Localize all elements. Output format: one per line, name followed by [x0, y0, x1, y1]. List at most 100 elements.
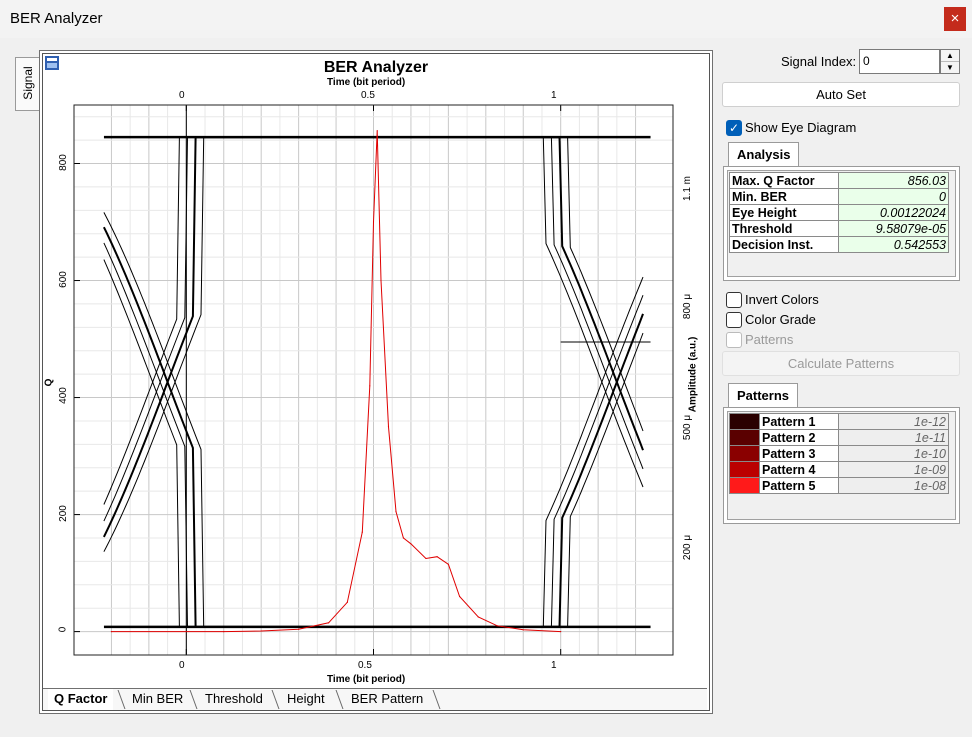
y-right-tick-500u: 500 μ	[682, 414, 694, 441]
table-row: Pattern 5 1e-08	[729, 477, 949, 494]
q-factor-point	[372, 221, 375, 223]
y-left-tick-600: 600	[57, 271, 69, 288]
analysis-name: Eye Height	[729, 204, 839, 221]
tab-separator	[117, 690, 126, 709]
table-row: Pattern 2 1e-11	[729, 429, 949, 446]
table-row: Pattern 1 1e-12	[729, 413, 949, 430]
y-right-tick-800u: 800 μ	[682, 293, 694, 320]
x-axis-top-title: Time (bit period)	[327, 77, 406, 88]
q-factor-point	[425, 557, 427, 560]
x-bottom-tick-05: 0.5	[358, 660, 372, 671]
color-grade-checkbox[interactable]	[726, 312, 742, 328]
table-row: Pattern 4 1e-09	[729, 461, 949, 478]
pattern-value: 1e-12	[838, 413, 949, 430]
patterns-checkbox[interactable]	[726, 332, 742, 348]
q-factor-point	[477, 616, 479, 618]
analysis-name: Threshold	[729, 220, 839, 237]
tab-signal[interactable]: Signal	[15, 57, 39, 111]
signal-index-input[interactable]: 0	[859, 49, 940, 74]
signal-index-spinner[interactable]: ▲ ▼	[940, 49, 960, 74]
invert-colors-label[interactable]: Invert Colors	[745, 292, 819, 307]
show-eye-diagram-label[interactable]: Show Eye Diagram	[745, 120, 857, 135]
q-factor-point	[110, 630, 113, 633]
x-top-tick-05: 0.5	[361, 90, 375, 101]
q-factor-point	[447, 563, 449, 565]
tab-separator	[432, 690, 441, 709]
invert-colors-checkbox[interactable]	[726, 292, 742, 308]
q-factor-point	[380, 279, 382, 282]
tab-height[interactable]: Height	[287, 691, 325, 706]
show-eye-diagram-checkbox[interactable]: ✓	[726, 120, 742, 136]
tab-patterns[interactable]: Patterns	[728, 383, 799, 407]
patterns-well: Pattern 1 1e-12 Pattern 2 1e-11 Pattern …	[727, 411, 956, 520]
tab-q-factor[interactable]: Q Factor	[48, 689, 114, 710]
y-left-tick-0: 0	[57, 626, 69, 633]
window-title: BER Analyzer	[10, 10, 103, 27]
tab-separator	[271, 690, 280, 709]
eye-traces	[102, 135, 651, 629]
tab-analysis[interactable]: Analysis	[728, 142, 800, 166]
pattern-name: Pattern 2	[759, 429, 839, 446]
analysis-table: Max. Q Factor 856.03 Min. BER 0 Eye Heig…	[729, 172, 949, 253]
pattern-color-swatch	[729, 429, 760, 446]
tab-threshold[interactable]: Threshold	[205, 691, 263, 706]
x-bottom-tick-0: 0	[179, 660, 185, 671]
analysis-name: Min. BER	[729, 188, 839, 205]
table-row: Threshold 9.58079e-05	[729, 220, 949, 237]
auto-set-button[interactable]: Auto Set	[722, 82, 960, 107]
pattern-value: 1e-10	[838, 445, 949, 462]
pattern-name: Pattern 5	[759, 477, 839, 494]
analysis-value: 0	[838, 188, 949, 205]
plot-inner-border	[42, 53, 710, 711]
window-titlebar: BER Analyzer ×	[0, 0, 972, 38]
analysis-name: Max. Q Factor	[729, 172, 839, 189]
plot-area-border	[73, 104, 674, 656]
analysis-value: 0.542553	[838, 236, 949, 253]
q-factor-point	[436, 556, 438, 558]
spin-up-icon[interactable]: ▲	[941, 50, 959, 62]
table-row: Max. Q Factor 856.03	[729, 172, 949, 189]
plot-window-icon[interactable]	[44, 55, 60, 71]
patterns-table: Pattern 1 1e-12 Pattern 2 1e-11 Pattern …	[729, 413, 949, 494]
calculate-patterns-button[interactable]: Calculate Patterns	[722, 351, 960, 376]
q-factor-point	[522, 629, 524, 631]
y-right-axis-title: Amplitude (a.u.)	[687, 336, 699, 413]
pattern-color-swatch	[729, 445, 760, 462]
color-grade-label[interactable]: Color Grade	[745, 312, 816, 327]
table-row: Eye Height 0.00122024	[729, 204, 949, 221]
analysis-value: 9.58079e-05	[838, 220, 949, 237]
q-factor-point	[376, 130, 378, 132]
signal-index-label: Signal Index:	[781, 54, 857, 69]
q-factor-point	[402, 537, 405, 539]
pattern-value: 1e-09	[838, 461, 949, 478]
x-top-tick-0: 0	[179, 90, 185, 101]
q-factor-point	[223, 630, 225, 633]
tab-signal-label: Signal	[21, 66, 35, 100]
tab-ber-pattern[interactable]: BER Pattern	[351, 691, 424, 706]
analysis-well: Max. Q Factor 856.03 Min. BER 0 Eye Heig…	[727, 170, 956, 277]
tab-min-ber[interactable]: Min BER	[132, 691, 184, 706]
x-bottom-tick-1: 1	[551, 660, 557, 671]
table-row: Decision Inst. 0.542553	[729, 236, 949, 253]
x-axis-bottom-title: Time (bit period)	[327, 674, 406, 685]
plot-frame: BER Analyzer Time (bit period) Time (bit…	[39, 50, 713, 714]
x-top-tick-1: 1	[551, 90, 557, 101]
q-factor-layer	[110, 130, 562, 633]
close-button[interactable]: ×	[944, 7, 966, 31]
pattern-value: 1e-08	[838, 477, 949, 494]
pattern-name: Pattern 1	[759, 413, 839, 430]
q-factor-point	[387, 426, 390, 428]
y-left-axis-title: Q	[43, 378, 55, 387]
spin-down-icon[interactable]: ▼	[946, 63, 954, 72]
q-factor-point	[459, 595, 461, 598]
chart-tabbar: Q Factor Min BER Threshold Height BER Pa…	[43, 688, 707, 710]
y-right-tick-200u: 200 μ	[682, 534, 694, 561]
q-factor-point	[410, 543, 412, 545]
analysis-box: Max. Q Factor 856.03 Min. BER 0 Eye Heig…	[723, 166, 960, 281]
q-factor-point	[327, 622, 330, 624]
analysis-value: 856.03	[838, 172, 949, 189]
patterns-checkbox-label[interactable]: Patterns	[745, 332, 794, 347]
q-factor-point	[395, 511, 397, 513]
y-right-tick-1.1m: 1.1 m	[682, 175, 694, 202]
y-left-tick-400: 400	[57, 387, 69, 404]
